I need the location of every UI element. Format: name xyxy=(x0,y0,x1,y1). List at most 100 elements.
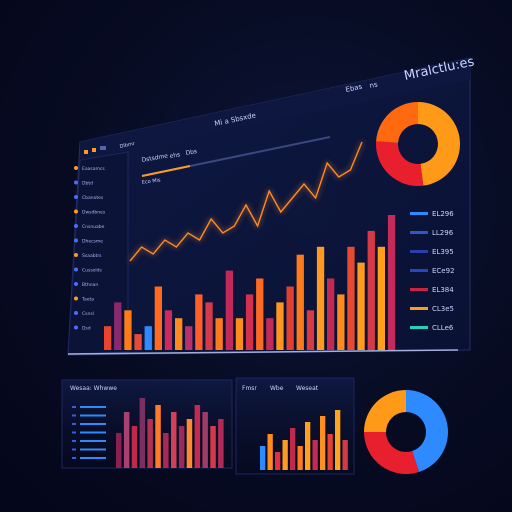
chart-icon xyxy=(74,180,78,185)
tab-third[interactable]: Dbs xyxy=(185,148,198,157)
info-icon xyxy=(74,325,78,330)
lower-mid-tab-3[interactable]: Weseat xyxy=(296,385,319,392)
bar xyxy=(335,410,341,470)
main-bar xyxy=(286,286,294,350)
main-bar xyxy=(205,302,213,350)
sidebar-item-label[interactable]: Cbanotes xyxy=(82,195,104,201)
row-line xyxy=(80,457,106,459)
bar xyxy=(305,422,311,470)
bar xyxy=(312,440,318,470)
sidebar-item-label[interactable]: Dhecsme xyxy=(82,239,103,245)
user-icon[interactable] xyxy=(100,146,106,150)
bar-icon xyxy=(74,282,78,286)
main-bar xyxy=(377,246,385,350)
bar xyxy=(131,426,138,468)
bar xyxy=(147,419,153,468)
sidebar-item-label[interactable]: Ssaabtrs xyxy=(82,253,102,259)
row-marker xyxy=(72,448,76,451)
sidebar-item-label[interactable]: Bthnan xyxy=(82,282,98,288)
lower-mid-tab-1[interactable]: Fmsr xyxy=(242,385,257,392)
main-bar xyxy=(154,286,162,350)
row-line xyxy=(80,440,106,442)
bar xyxy=(275,452,281,470)
bar xyxy=(297,446,303,470)
sidebar-item-label[interactable]: Dwsdbnes xyxy=(82,210,106,216)
legend-swatch xyxy=(410,212,428,215)
donut-slice xyxy=(406,390,448,472)
main-bar xyxy=(124,310,132,350)
legend-label: EL384 xyxy=(432,286,454,294)
bar xyxy=(320,416,326,470)
lower-donut-chart xyxy=(363,390,448,474)
square-icon xyxy=(74,224,78,228)
sidebar-item-label[interactable]: Cnsnuabe xyxy=(82,224,105,230)
sidebar-list: Eaasamcs Dbtd Cbanotes Dwsdbnes Cnsnuabe Dhec… xyxy=(74,166,106,332)
nav-left-link[interactable]: Ebas xyxy=(345,83,363,94)
main-bar xyxy=(296,254,304,350)
main-bar xyxy=(225,270,233,350)
row-marker xyxy=(72,423,76,425)
tab-second[interactable]: ehs xyxy=(169,151,181,160)
user-icon xyxy=(74,296,78,301)
row-line xyxy=(80,423,106,425)
donut-slice xyxy=(364,390,406,432)
nav-right-link[interactable]: ns xyxy=(369,80,379,90)
dot-icon xyxy=(74,166,78,170)
lower-left-title: Wesaa: Whwwe xyxy=(70,385,117,392)
bar xyxy=(202,412,208,468)
bar xyxy=(267,434,273,470)
row-marker xyxy=(72,457,76,459)
sidebar-item-label[interactable]: Eaasamcs xyxy=(82,166,105,172)
legend-swatch xyxy=(410,231,428,234)
sidebar-item-label[interactable]: Taeta xyxy=(81,297,94,303)
legend-label: EL296 xyxy=(432,210,454,218)
main-line-chart xyxy=(129,141,363,262)
sidebar-item-label[interactable]: Cussolds xyxy=(82,268,103,274)
row-line xyxy=(80,414,106,417)
legend-swatch xyxy=(410,288,428,291)
row-line xyxy=(80,406,106,408)
main-line-series xyxy=(129,141,363,262)
legend-label: CL3e5 xyxy=(432,305,454,313)
main-bar xyxy=(347,246,355,350)
lower-mid-bar-chart xyxy=(260,410,348,470)
menu-icon[interactable] xyxy=(84,150,88,154)
legend: EL296 LL296 EL395 ECe92 EL384 CL3e5 CLLe6 xyxy=(410,210,455,332)
sidebar-item-label[interactable]: Csnsl xyxy=(82,311,94,317)
bar xyxy=(218,419,224,468)
main-bar xyxy=(114,302,122,350)
bar xyxy=(163,433,169,468)
main-bar xyxy=(104,326,112,350)
main-bar xyxy=(185,326,193,350)
lower-left-row-lines xyxy=(72,406,106,459)
sidebar-item-label[interactable]: Dsd xyxy=(82,326,91,332)
main-bar xyxy=(276,302,284,350)
lower-mid-tab-2[interactable]: Wbe xyxy=(270,385,284,392)
grid-icon[interactable] xyxy=(92,148,96,152)
main-bar xyxy=(357,262,365,350)
donut-slice xyxy=(375,141,424,187)
main-bar-chart xyxy=(104,215,396,350)
main-bar xyxy=(215,318,223,350)
legend-swatch xyxy=(410,269,428,272)
sidebar-item-label[interactable]: Dbtd xyxy=(82,181,93,187)
main-bar xyxy=(134,334,142,350)
main-bar xyxy=(367,230,375,350)
star-icon xyxy=(74,253,78,257)
bar xyxy=(327,434,333,470)
main-bar xyxy=(245,294,254,350)
bar xyxy=(178,426,185,468)
tab-dashboard[interactable]: Dstsdme xyxy=(141,152,169,164)
gear-icon xyxy=(74,311,78,315)
bar xyxy=(194,405,201,468)
top-donut-chart xyxy=(375,102,461,187)
legend-label: ECe92 xyxy=(432,267,455,275)
bar xyxy=(155,405,161,468)
row-marker xyxy=(72,406,76,408)
grid-icon xyxy=(74,209,78,214)
bar xyxy=(210,426,216,468)
main-bar xyxy=(306,310,315,350)
legend-swatch xyxy=(410,326,428,329)
bar xyxy=(260,446,266,470)
